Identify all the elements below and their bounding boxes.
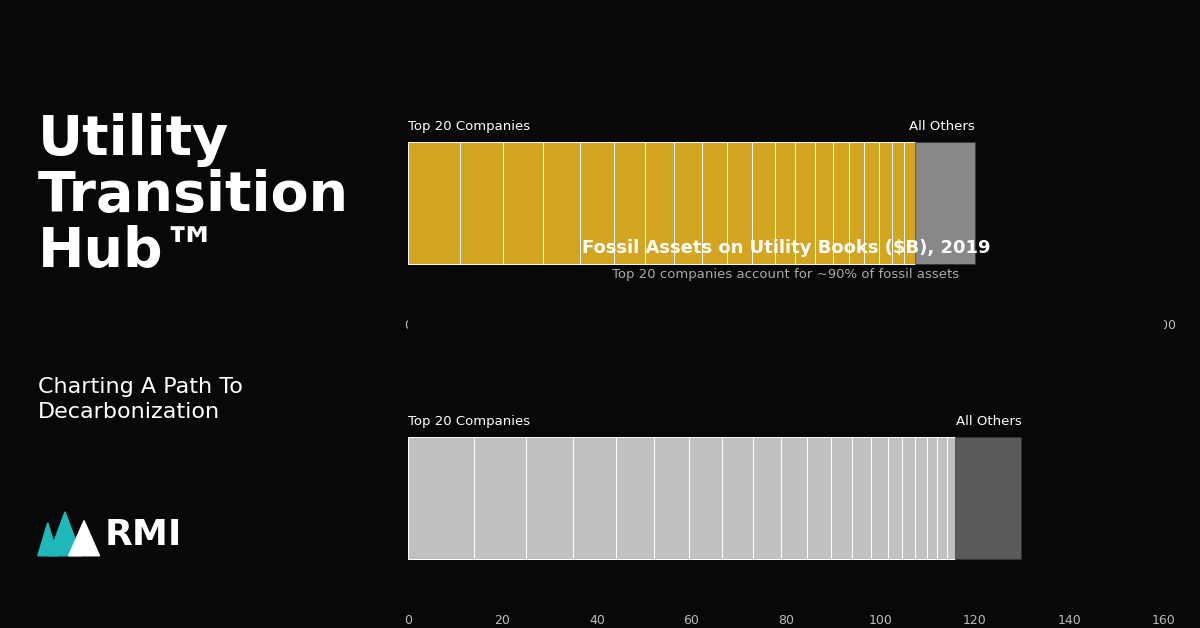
Bar [850, 142, 864, 264]
Bar [852, 437, 871, 559]
Polygon shape [38, 522, 58, 556]
Bar [646, 142, 674, 264]
Bar [901, 437, 914, 559]
Bar [781, 437, 808, 559]
Bar [937, 437, 947, 559]
Bar [408, 142, 460, 264]
Bar [504, 142, 544, 264]
Bar [904, 142, 916, 264]
Bar [752, 437, 781, 559]
Bar [796, 142, 815, 264]
Bar [722, 437, 752, 559]
Text: Top 20 companies account for ~90% of fossil assets: Top 20 companies account for ~90% of fos… [612, 268, 960, 281]
Bar [926, 437, 937, 559]
Bar [689, 437, 722, 559]
Polygon shape [68, 521, 100, 556]
Text: Top 20 Companies: Top 20 Companies [408, 415, 530, 428]
Bar [654, 437, 689, 559]
Bar [574, 437, 616, 559]
Bar [871, 437, 888, 559]
Bar [830, 437, 852, 559]
Bar [727, 142, 752, 264]
Bar [702, 142, 727, 264]
Bar [614, 142, 646, 264]
Bar [474, 437, 526, 559]
Bar [775, 142, 796, 264]
Bar [888, 437, 901, 559]
Bar [878, 142, 892, 264]
Bar [674, 142, 702, 264]
Bar [580, 142, 614, 264]
Bar [752, 142, 775, 264]
Text: Top 20 Companies: Top 20 Companies [408, 120, 530, 133]
Bar [815, 142, 833, 264]
Text: All Others: All Others [910, 120, 974, 133]
Text: Charting A Path To
Decarbonization: Charting A Path To Decarbonization [38, 377, 242, 421]
Bar [947, 437, 955, 559]
Text: All Others: All Others [955, 415, 1021, 428]
Text: RMI: RMI [104, 518, 182, 552]
Bar [544, 142, 580, 264]
Bar [526, 437, 574, 559]
Text: Utility
Transition
Hub™: Utility Transition Hub™ [38, 113, 349, 279]
Bar [914, 437, 926, 559]
Bar [616, 437, 654, 559]
Bar [460, 142, 504, 264]
Bar [892, 142, 904, 264]
Bar [955, 437, 1021, 559]
Text: Fossil Assets on Utility Books ($B), 2019: Fossil Assets on Utility Books ($B), 201… [582, 239, 990, 257]
Bar [808, 437, 830, 559]
Bar [864, 142, 878, 264]
Polygon shape [49, 512, 82, 556]
Bar [916, 142, 976, 264]
Bar [408, 437, 474, 559]
Bar [833, 142, 850, 264]
